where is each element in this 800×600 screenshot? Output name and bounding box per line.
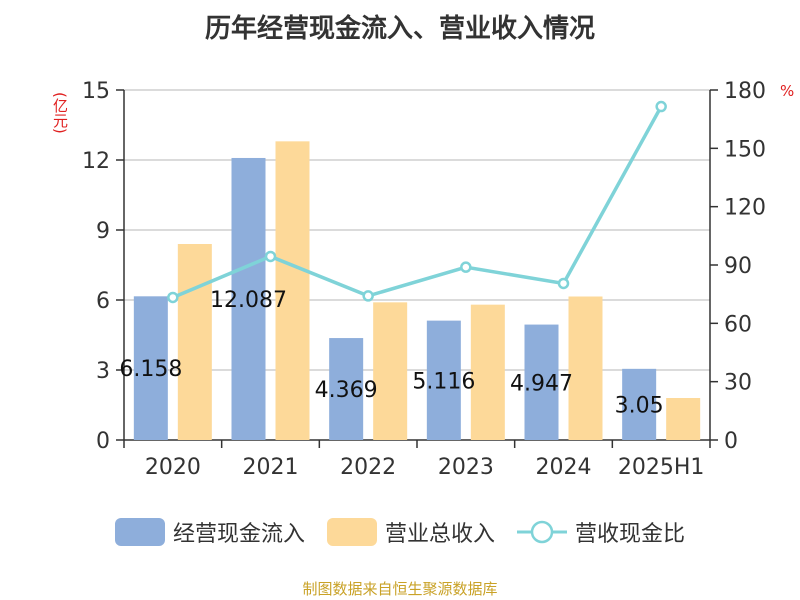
legend: 经营现金流入 营业总收入 营收现金比 xyxy=(0,516,800,548)
y2-tick-label: 30 xyxy=(724,371,752,396)
bar-营业总收入 xyxy=(373,302,408,440)
line-point xyxy=(362,290,374,302)
bar-data-label: 4.369 xyxy=(315,378,378,403)
x-tick-label: 2021 xyxy=(243,455,299,480)
chart-title: 历年经营现金流入、营业收入情况 xyxy=(204,14,595,44)
y2-tick-label: 90 xyxy=(724,254,752,279)
bar-营业总收入 xyxy=(177,244,212,440)
line-series-营收现金比 xyxy=(172,105,663,300)
source-footer: 制图数据来自恒生聚源数据库 xyxy=(302,580,498,598)
line-point xyxy=(557,277,570,290)
y2-tick-label: 120 xyxy=(724,196,766,221)
bar-data-label: 12.087 xyxy=(210,288,287,313)
y2-tick-label: 60 xyxy=(724,312,752,337)
legend-item-cash-inflow[interactable]: 经营现金流入 xyxy=(114,516,305,548)
line-point xyxy=(264,250,277,263)
bar-经营现金流入 xyxy=(426,320,461,440)
x-tick-label: 2020 xyxy=(145,455,201,480)
legend-label-ratio: 营收现金比 xyxy=(575,522,686,547)
bar-data-label: 4.947 xyxy=(510,371,573,396)
y-axis-unit: (亿元) xyxy=(51,92,69,134)
y-tick-label: 0 xyxy=(96,429,110,454)
legend-swatch-revenue xyxy=(326,518,377,546)
bar-经营现金流入 xyxy=(329,338,364,440)
bar-经营现金流入 xyxy=(231,157,266,440)
x-tick-label: 2022 xyxy=(340,455,396,480)
bar-营业总收入 xyxy=(470,304,505,440)
bar-营业总收入 xyxy=(666,398,701,440)
bar-经营现金流入 xyxy=(524,324,559,440)
y-tick-label: 9 xyxy=(96,219,110,244)
y2-tick-label: 180 xyxy=(724,79,766,104)
legend-label-revenue: 营业总收入 xyxy=(384,522,495,547)
bar-营业总收入 xyxy=(568,296,603,440)
legend-item-revenue[interactable]: 营业总收入 xyxy=(326,516,495,548)
legend-swatch-ratio xyxy=(517,520,567,544)
bar-data-label: 3.05 xyxy=(615,393,664,418)
y2-axis-unit: % xyxy=(780,82,795,100)
y2-tick-label: 150 xyxy=(724,137,766,162)
y-tick-label: 12 xyxy=(82,149,110,174)
y-tick-label: 6 xyxy=(96,289,110,314)
y-tick-label: 3 xyxy=(96,359,110,384)
bar-经营现金流入 xyxy=(133,296,168,440)
bar-data-label: 6.158 xyxy=(119,357,182,382)
y2-tick-label: 0 xyxy=(724,429,738,454)
legend-item-ratio[interactable]: 营收现金比 xyxy=(517,516,685,548)
x-tick-label: 2023 xyxy=(438,455,494,480)
line-point xyxy=(460,261,472,273)
line-point xyxy=(655,100,667,113)
legend-swatch-cash-inflow xyxy=(114,518,165,546)
y-tick-label: 15 xyxy=(82,79,110,104)
legend-label-cash-inflow: 经营现金流入 xyxy=(172,522,305,547)
bar-经营现金流入 xyxy=(622,368,657,440)
bar-营业总收入 xyxy=(275,141,310,441)
line-point xyxy=(167,291,179,304)
bar-data-label: 5.116 xyxy=(412,369,475,394)
x-tick-label: 2025H1 xyxy=(618,455,705,480)
x-tick-label: 2024 xyxy=(536,455,592,480)
